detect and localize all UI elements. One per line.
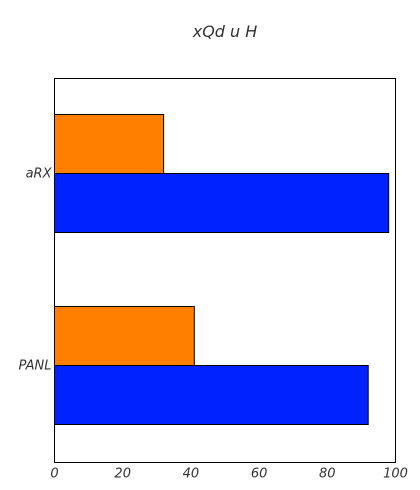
category-label-panl: PANL [18,359,51,374]
bar-arx-series-1 [54,114,165,174]
x-tick-label-20: 20 [114,467,131,482]
bar-panl-series-1 [54,306,195,366]
x-tick-label-0: 0 [50,467,58,482]
bar-arx-series-2 [54,173,390,233]
x-tick-label-40: 40 [183,467,200,482]
bar-panl-series-2 [54,365,369,425]
bars-group [54,114,390,425]
category-label-arx: aRX [26,167,53,182]
x-tick-label-80: 80 [319,467,336,482]
category-labels: aRX PANL [18,167,52,374]
x-axis-ticks: 0 20 40 60 80 100 [50,467,408,482]
plot-frame [54,78,396,463]
x-tick-label-60: 60 [251,467,268,482]
x-tick-label-100: 100 [383,467,408,482]
chart-title: xQd u H [192,22,258,41]
